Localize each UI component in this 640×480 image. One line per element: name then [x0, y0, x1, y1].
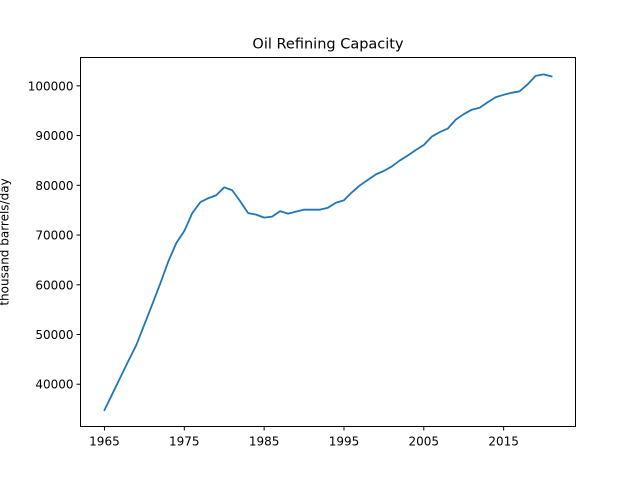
y-axis-label: thousand barrels/day [0, 178, 12, 305]
x-tick-label: 1985 [249, 435, 280, 449]
x-tick-label: 1995 [329, 435, 360, 449]
y-tick-label: 70000 [35, 229, 73, 243]
y-axis: 40000 50000 60000 70000 80000 90000 100000 [28, 79, 81, 392]
chart-title: Oil Refining Capacity [252, 37, 404, 53]
series-line-0 [103, 73, 553, 412]
x-axis: 1965 1975 1985 1995 2005 2015 [89, 426, 519, 449]
y-tick-label: 50000 [35, 328, 73, 342]
y-tick-label: 100000 [28, 79, 74, 93]
y-tick-label: 40000 [35, 378, 73, 392]
x-tick-label: 1965 [89, 435, 120, 449]
x-tick-label: 2015 [488, 435, 519, 449]
y-tick-label: 80000 [35, 179, 73, 193]
y-tick-label: 90000 [35, 129, 73, 143]
y-tick-label: 60000 [35, 278, 73, 292]
x-tick-label: 1975 [169, 435, 200, 449]
x-tick-label: 2005 [409, 435, 440, 449]
series-layer [103, 73, 553, 412]
plot-frame [80, 57, 576, 427]
